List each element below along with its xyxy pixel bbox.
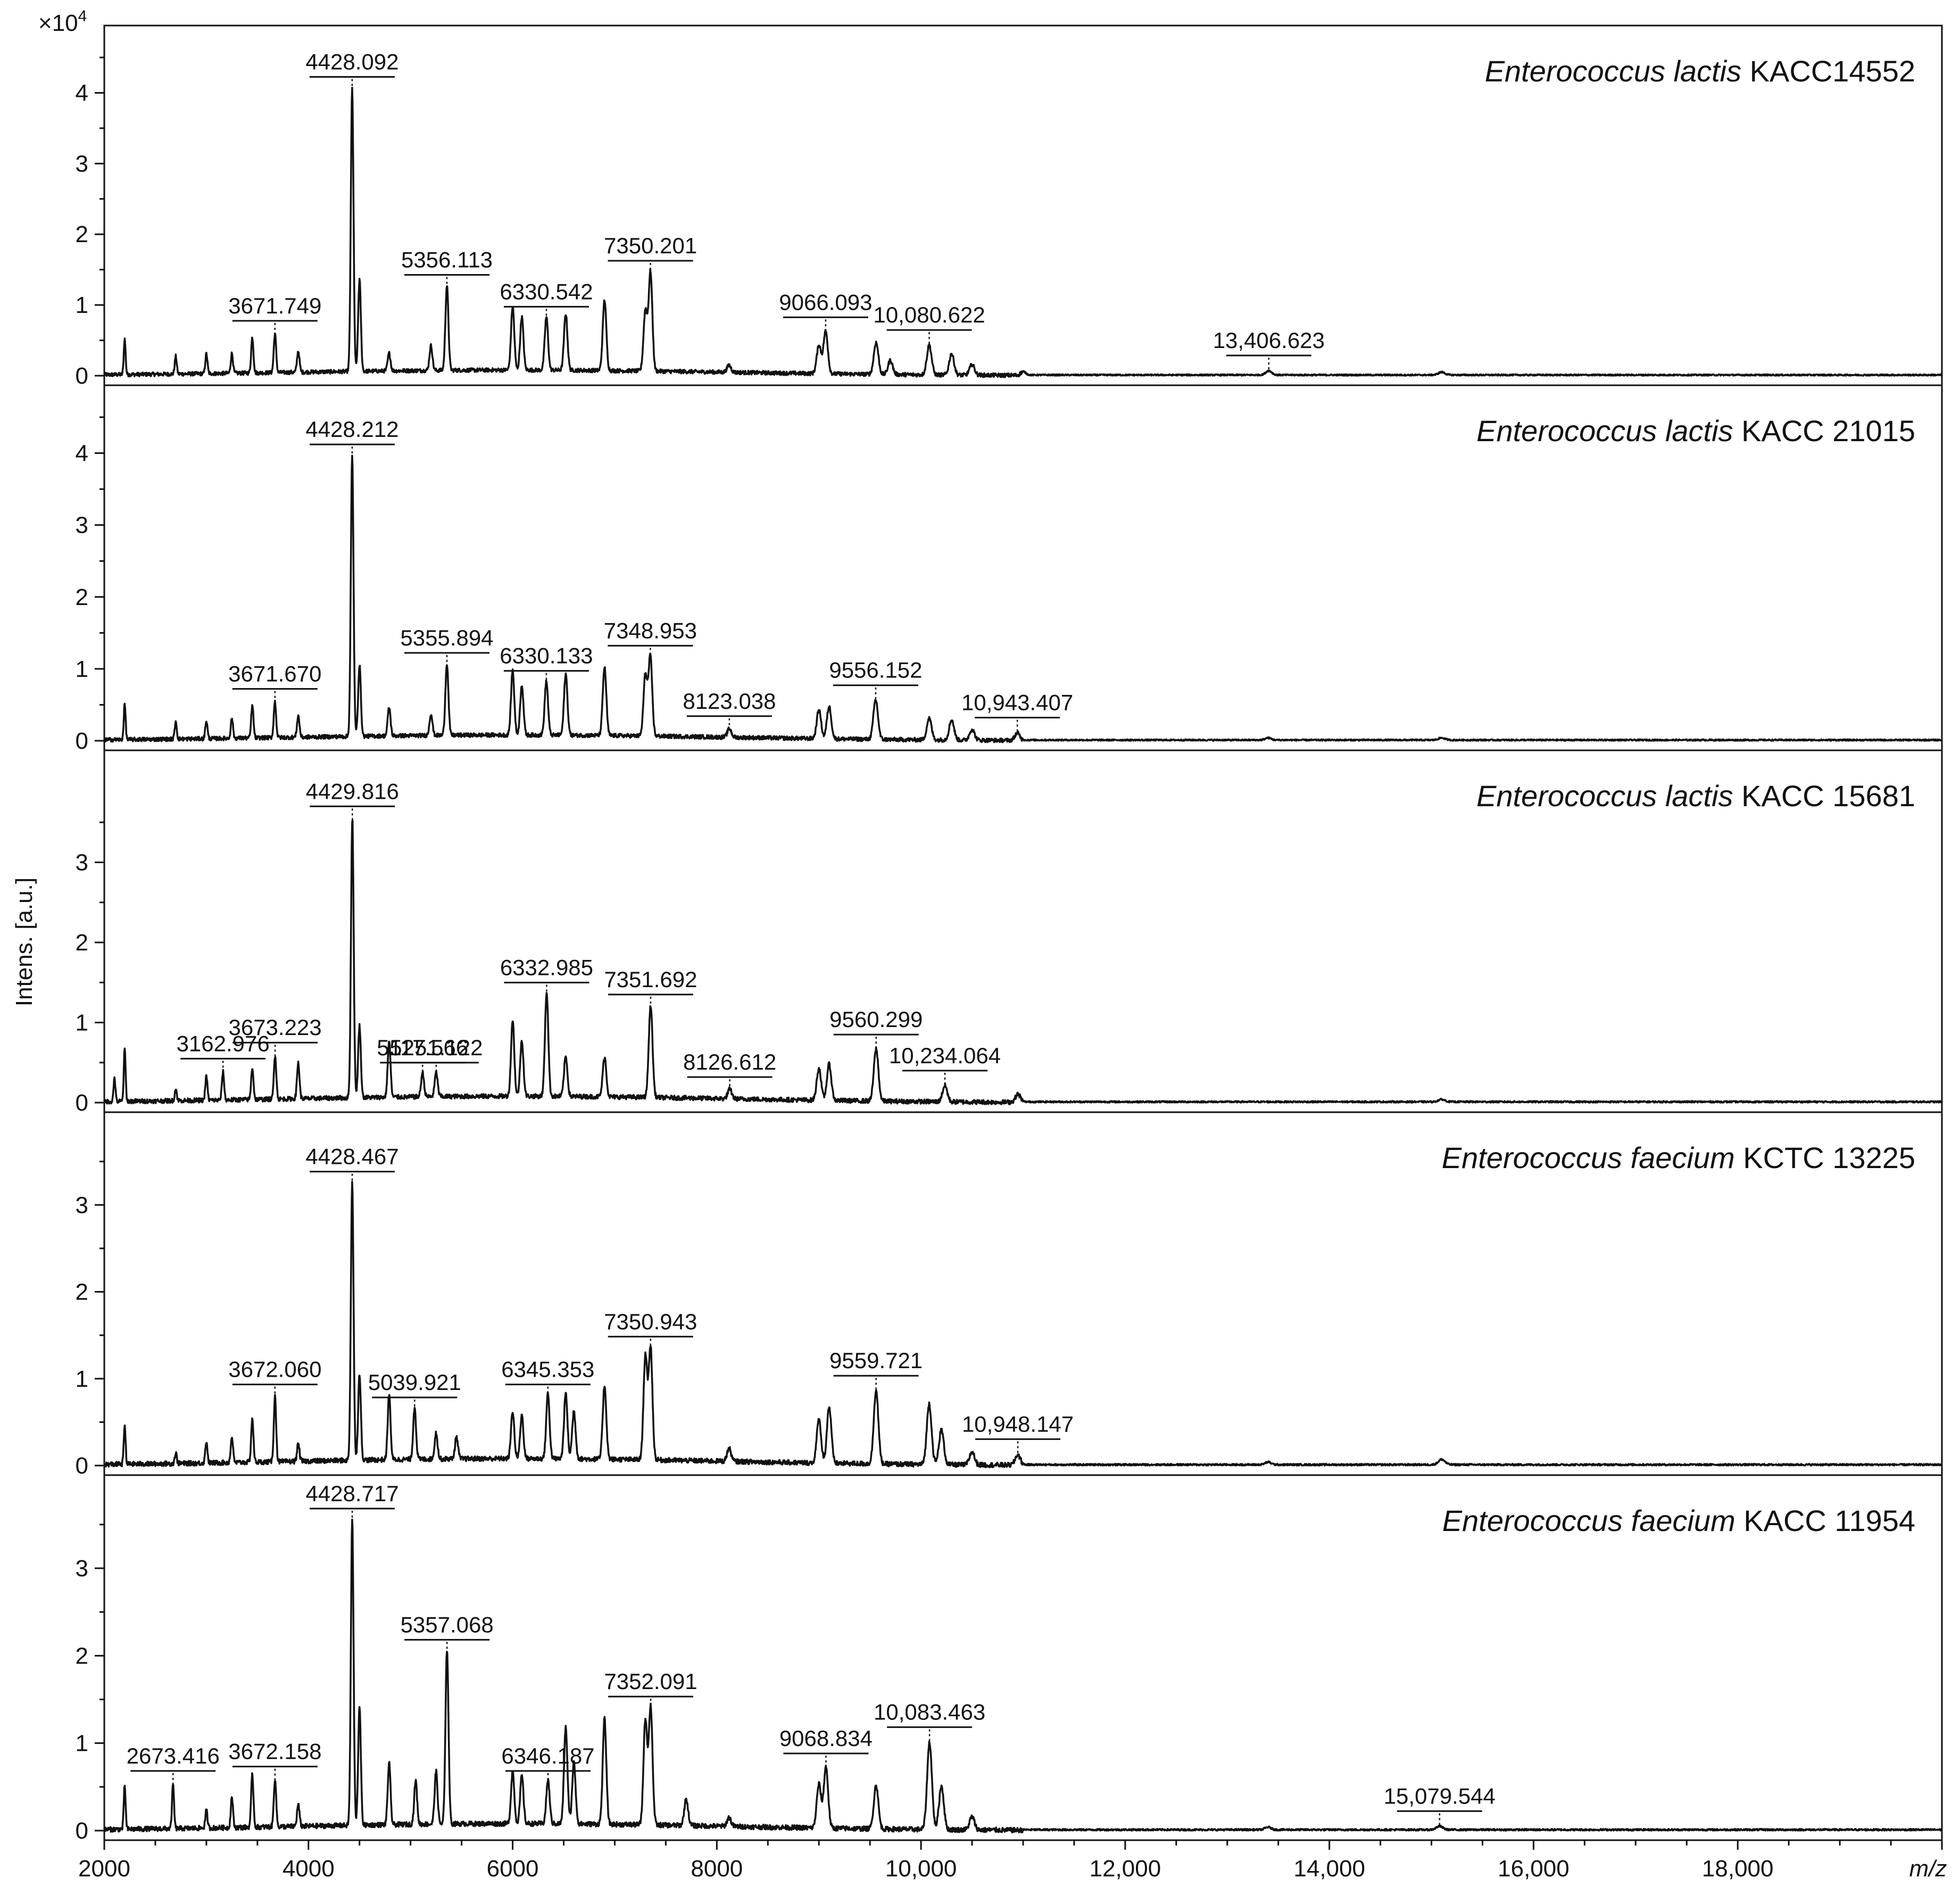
y-tick-label: 3 <box>76 850 88 876</box>
y-tick-label: 1 <box>76 656 88 682</box>
peak-label: 9556.152 <box>829 658 922 683</box>
peak-label: 5117.566 <box>377 1035 468 1060</box>
y-tick-label: 1 <box>76 1731 88 1757</box>
y-axis-title: Intens. [a.u.] <box>11 878 37 1006</box>
y-tick-label: 0 <box>76 1818 88 1844</box>
peak-label: 6346.187 <box>501 1743 594 1768</box>
x-tick-label: 14,000 <box>1293 1856 1365 1882</box>
y-tick-label: 2 <box>76 221 88 247</box>
y-tick-label: 3 <box>76 512 88 539</box>
x-tick-label: 8000 <box>691 1856 743 1882</box>
y-tick-label: 2 <box>76 584 88 610</box>
spectrum-panel-2: 0 1 2 3 4 Enterococcus lactis KACC 21015 4428.… <box>76 384 1943 754</box>
y-tick-label: 1 <box>76 292 88 318</box>
spectrum-trace <box>103 86 1942 378</box>
peak-label: 10,943.407 <box>961 690 1073 715</box>
peak-label: 5355.894 <box>400 625 493 650</box>
peak-label: 13,406.623 <box>1213 328 1325 353</box>
peak-label: 6330.133 <box>500 643 593 668</box>
peak-label: 3672.158 <box>228 1739 321 1764</box>
peak-label: 6345.353 <box>501 1357 594 1382</box>
peak-label: 6330.542 <box>500 279 593 304</box>
peak-label: 7352.091 <box>604 1669 697 1694</box>
peak-label: 15,079.544 <box>1384 1783 1496 1808</box>
peak-label: 3162.976 <box>177 1031 270 1056</box>
peak-label: 4429.816 <box>306 779 399 804</box>
strain-title: Enterococcus faecium KCTC 13225 <box>1442 1141 1915 1174</box>
peak-label: 3671.670 <box>228 661 321 686</box>
x-tick-label: 12,000 <box>1090 1856 1161 1882</box>
peak-label: 5251.122 <box>389 1035 483 1060</box>
y-tick-label: 3 <box>76 1192 88 1218</box>
y-tick-label: 2 <box>76 930 88 956</box>
x-tick-label: 10,000 <box>885 1856 957 1882</box>
y-tick-label: 3 <box>76 151 88 177</box>
peak-label: 6332.985 <box>500 955 593 980</box>
peak-label: 3671.749 <box>228 293 321 318</box>
spectrum-trace <box>103 819 1942 1105</box>
peak-label: 3673.223 <box>228 1015 321 1040</box>
peak-label: 7348.953 <box>604 618 697 643</box>
peak-label: 2673.416 <box>127 1743 220 1768</box>
peak-label: 10,234.064 <box>889 1043 1001 1068</box>
x-axis-title: m/z <box>1909 1856 1947 1882</box>
peak-label: 4428.717 <box>305 1481 398 1506</box>
y-tick-label: 2 <box>76 1279 88 1305</box>
x-tick-label: 18,000 <box>1702 1856 1774 1882</box>
y-tick-label: 2 <box>76 1643 88 1669</box>
spectrum-trace <box>103 1181 1943 1469</box>
spectrum-panel-3: 0 1 2 3 Enterococcus lactis KACC 15681 4429.8… <box>76 749 1942 1116</box>
y-tick-label: 0 <box>76 363 88 389</box>
y-tick-label: 3 <box>76 1555 88 1582</box>
spectrum-panel-1: 0 1 2 3 4 Enterococcus lactis KACC14552 4428.0… <box>76 49 1942 389</box>
peak-label: 3672.060 <box>228 1357 321 1382</box>
x-tick-label: 4000 <box>283 1856 335 1882</box>
spectrum-trace <box>103 1518 1942 1834</box>
x-tick-label: 2000 <box>78 1856 130 1882</box>
y-tick-label: 0 <box>76 1090 88 1116</box>
strain-title: Enterococcus lactis KACC 15681 <box>1476 779 1915 813</box>
peak-label: 7350.201 <box>604 233 697 258</box>
peak-label: 10,948.147 <box>962 1411 1074 1436</box>
peak-label: 10,083.463 <box>874 1700 985 1725</box>
strain-title: Enterococcus faecium KACC 11954 <box>1442 1504 1915 1537</box>
y-scale-factor: ×104 <box>38 7 87 36</box>
peak-label: 5039.921 <box>368 1370 461 1395</box>
strain-title: Enterococcus lactis KACC14552 <box>1485 54 1915 88</box>
peak-label: 5357.068 <box>401 1612 494 1637</box>
y-tick-label: 0 <box>76 1453 88 1479</box>
peak-label: 4428.092 <box>305 49 398 74</box>
y-tick-label: 1 <box>76 1366 88 1392</box>
x-tick-label: 16,000 <box>1498 1856 1569 1882</box>
spectrum-trace <box>103 454 1943 743</box>
peak-label: 8126.612 <box>683 1049 776 1074</box>
peak-label: 7351.692 <box>604 967 697 992</box>
strain-title: Enterococcus lactis KACC 21015 <box>1476 414 1915 448</box>
y-tick-label: 4 <box>76 80 88 106</box>
y-tick-label: 1 <box>76 1010 88 1036</box>
peak-label: 8123.038 <box>683 689 776 714</box>
peak-label: 4428.212 <box>305 417 398 442</box>
peak-label: 5356.113 <box>401 247 493 272</box>
peak-label: 9068.834 <box>779 1726 873 1751</box>
peak-label: 9559.721 <box>829 1348 923 1373</box>
peak-label: 9560.299 <box>829 1007 923 1032</box>
peak-label: 10,080.622 <box>873 302 985 327</box>
peak-label: 4428.467 <box>305 1144 398 1169</box>
peak-label: 9066.093 <box>779 289 872 315</box>
spectrum-panel-4: 0 1 2 3 Enterococcus faecium KCTC 13225 4428.… <box>76 1111 1943 1479</box>
spectrum-panel-5: 0 1 2 3 Enterococcus faecium KACC 11954 4428.… <box>76 1474 1942 1844</box>
y-tick-label: 0 <box>76 728 88 754</box>
y-tick-label: 4 <box>76 441 88 467</box>
peak-label: 7350.943 <box>604 1309 697 1334</box>
x-tick-label: 6000 <box>487 1856 539 1882</box>
plot-frame <box>103 24 1943 1841</box>
